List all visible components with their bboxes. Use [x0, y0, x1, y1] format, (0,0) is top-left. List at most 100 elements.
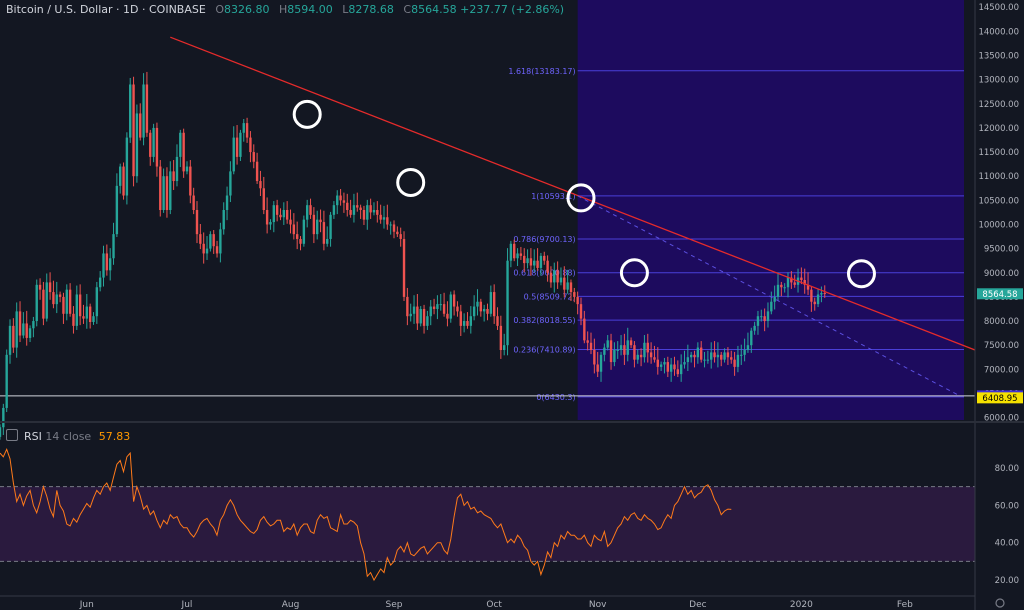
candle-body	[472, 306, 476, 317]
candle-body	[165, 176, 169, 210]
candle-body	[68, 289, 72, 314]
price-tick-label: 13000.00	[978, 76, 1019, 86]
gear-icon[interactable]	[995, 598, 1005, 608]
candle-body	[546, 260, 549, 273]
candle-body	[713, 352, 716, 358]
candle-body	[199, 234, 202, 244]
candle-body	[476, 301, 479, 307]
candle-body	[5, 354, 8, 408]
candle-body	[736, 354, 740, 367]
rsi-header: RSI 14 close 57.83	[6, 429, 130, 443]
candle-body	[816, 294, 820, 305]
fib-level-label: 0.382(8018.55)	[513, 316, 575, 325]
interval-label[interactable]: 1D	[123, 3, 139, 16]
candle-body	[62, 296, 65, 314]
candle-body	[673, 364, 676, 370]
candle-body	[25, 323, 28, 338]
candle-body	[219, 229, 222, 254]
candle-body	[192, 195, 195, 210]
candle-body	[185, 166, 189, 172]
highlight-circle	[566, 183, 596, 213]
candle-body	[623, 345, 626, 355]
candle-body	[790, 277, 793, 283]
candle-body	[195, 210, 199, 235]
candle-body	[773, 296, 776, 302]
candle-body	[529, 258, 533, 266]
candle-body	[359, 207, 362, 210]
candle-body	[593, 350, 596, 365]
candle-body	[382, 217, 386, 220]
candle-body	[663, 362, 666, 365]
symbol-name[interactable]: Bitcoin / U.S. Dollar	[6, 3, 113, 16]
candle-body	[526, 258, 529, 264]
candle-body	[35, 284, 38, 322]
candle-body	[352, 205, 356, 215]
candle-body	[603, 347, 606, 355]
candle-body	[786, 277, 790, 288]
candle-body	[48, 282, 52, 293]
candle-body	[366, 205, 369, 220]
candle-body	[259, 181, 262, 189]
time-tick-label: Jun	[79, 600, 94, 610]
candle-body	[666, 362, 670, 372]
candle-body	[416, 306, 419, 324]
candle-body	[466, 321, 469, 326]
candle-body	[559, 277, 563, 283]
candle-body	[85, 306, 89, 319]
candle-body	[125, 137, 129, 196]
price-label-badge	[977, 288, 1023, 300]
candle-body	[305, 205, 309, 220]
candle-body	[553, 270, 556, 283]
candle-body	[820, 293, 823, 295]
candle-body	[82, 316, 85, 319]
rsi-name[interactable]: RSI	[24, 430, 42, 443]
time-tick-label: Nov	[589, 600, 607, 610]
candle-body	[379, 214, 382, 220]
candle-body	[633, 345, 636, 360]
candle-body	[733, 359, 736, 367]
price-tick-label: 12000.00	[978, 124, 1019, 134]
candle-body	[706, 359, 710, 361]
candle-body	[479, 301, 483, 312]
candle-body	[172, 171, 175, 182]
candle-body	[516, 253, 519, 259]
candle-body	[282, 210, 286, 218]
candle-body	[649, 352, 653, 358]
candle-body	[372, 210, 376, 213]
close-value: 8564.58	[411, 3, 457, 16]
candle-body	[98, 277, 102, 288]
candle-body	[730, 357, 733, 360]
candle-body	[776, 284, 780, 297]
price-label-text: 6408.95	[982, 394, 1017, 404]
candle-body	[72, 313, 75, 326]
candle-body	[659, 364, 663, 367]
candle-body	[225, 195, 229, 210]
low-label: L	[342, 3, 349, 16]
candle-body	[753, 325, 756, 331]
candle-body	[292, 224, 296, 235]
rsi-tick-label: 40.00	[995, 539, 1019, 549]
candle-body	[549, 272, 553, 283]
candle-body	[212, 234, 215, 247]
candle-body	[205, 248, 209, 254]
candle-body	[135, 113, 139, 177]
candle-body	[740, 354, 743, 356]
rsi-tick-label: 60.00	[995, 501, 1019, 511]
candle-body	[182, 132, 185, 172]
candle-body	[275, 205, 279, 215]
price-label-badge	[977, 392, 1023, 404]
candle-body	[766, 311, 770, 322]
time-tick-label: 2020	[790, 600, 813, 610]
candle-body	[469, 316, 473, 326]
high-value: 8594.00	[287, 3, 333, 16]
candle-body	[646, 342, 649, 353]
candle-body	[486, 308, 489, 314]
candle-body	[683, 362, 686, 365]
candle-body	[539, 255, 543, 268]
candle-body	[2, 407, 5, 428]
candle-body	[65, 289, 68, 314]
time-tick-label: Dec	[689, 600, 706, 610]
visibility-toggle-icon[interactable]	[6, 429, 18, 441]
candle-body	[389, 224, 392, 226]
